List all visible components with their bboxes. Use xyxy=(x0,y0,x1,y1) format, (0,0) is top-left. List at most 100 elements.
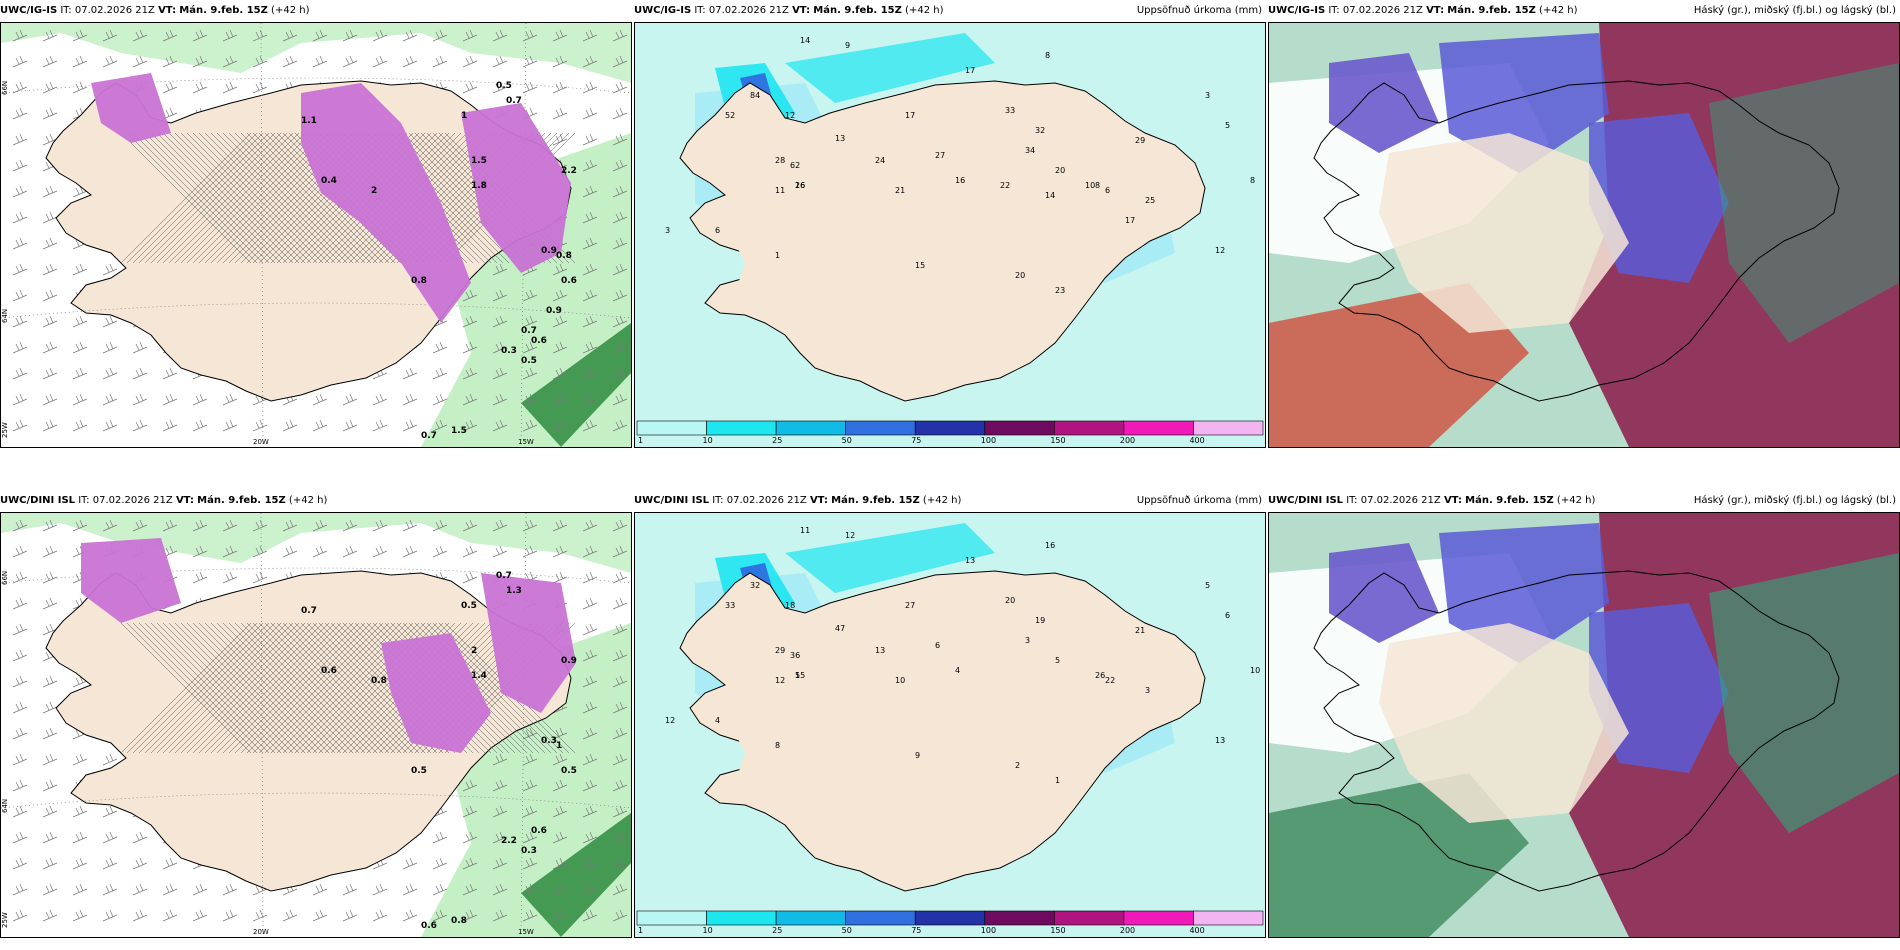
heavy-rain-area xyxy=(521,323,631,447)
panel-header: UWC/DINI ISL IT: 07.02.2026 21Z VT: Mán.… xyxy=(0,490,632,512)
value-label: 1 xyxy=(556,741,562,751)
value-label: 16 xyxy=(795,181,805,190)
value-label: 0.7 xyxy=(301,606,317,616)
value-label: 25 xyxy=(1145,196,1155,205)
lat-label-66n: 66N xyxy=(1,571,9,585)
it-label: IT: xyxy=(1328,5,1340,16)
vt-time: Mán. 9.feb. 15Z xyxy=(813,5,902,16)
value-label: 0.5 xyxy=(521,356,537,366)
value-label: 33 xyxy=(725,601,735,610)
value-label: 4 xyxy=(955,666,960,675)
land-interior xyxy=(725,133,1155,363)
value-label: 12 xyxy=(1215,246,1225,255)
value-label: 24 xyxy=(875,156,885,165)
value-label: 20 xyxy=(1055,166,1065,175)
value-label: 12 xyxy=(775,676,785,685)
vt-label: VT: xyxy=(175,495,194,506)
it-time: 07.02.2026 21Z xyxy=(1342,5,1423,16)
vt-time: Mán. 9.feb. 15Z xyxy=(197,495,286,506)
value-label: 17 xyxy=(905,111,915,120)
value-label: 47 xyxy=(835,624,845,633)
panel-right-title: Uppsöfnuð úrkoma (mm) xyxy=(1136,495,1262,506)
value-label: 1 xyxy=(775,251,780,260)
lead-time: (+42 h) xyxy=(922,495,962,506)
it-time: 07.02.2026 21Z xyxy=(726,495,807,506)
snow-area xyxy=(301,83,471,323)
value-label: 0.4 xyxy=(321,176,337,186)
value-label: 36 xyxy=(790,651,800,660)
value-label: 0.3 xyxy=(521,846,537,856)
value-label: 21 xyxy=(1135,626,1145,635)
value-label: 22 xyxy=(1105,676,1115,685)
value-label: 14 xyxy=(1045,191,1055,200)
colorbar-segment xyxy=(1193,420,1264,436)
vt-time: Mán. 9.feb. 15Z xyxy=(179,5,268,16)
colorbar-label: 200 xyxy=(1120,926,1135,935)
iceland-outline xyxy=(1313,570,1840,892)
panel-top-clouds: UWC/IG-IS IT: 07.02.2026 21Z VT: Mán. 9.… xyxy=(1268,0,1900,448)
value-label: 0.6 xyxy=(561,276,577,286)
value-label: 32 xyxy=(750,581,760,590)
value-label: 4 xyxy=(715,716,720,725)
value-label: 0.6 xyxy=(531,826,547,836)
it-label: IT: xyxy=(694,5,706,16)
value-label: 15 xyxy=(915,261,925,270)
value-label: 0.8 xyxy=(411,276,427,286)
colorbar-label: 200 xyxy=(1120,436,1135,445)
value-label: 0.7 xyxy=(421,431,437,441)
value-label: 8 xyxy=(1095,181,1100,190)
value-label: 1.4 xyxy=(471,671,487,681)
rain-area xyxy=(1,513,631,573)
hatch-area xyxy=(120,622,576,754)
colorbar-label: 1 xyxy=(638,436,643,445)
precip-band xyxy=(785,33,995,103)
colorbar-segment xyxy=(1123,910,1194,926)
panel-bottom-accum-precip: UWC/DINI ISL IT: 07.02.2026 21Z VT: Mán.… xyxy=(634,490,1266,938)
value-label: 3 xyxy=(1025,636,1030,645)
value-label: 12 xyxy=(665,716,675,725)
panel-header: UWC/IG-IS IT: 07.02.2026 21Z VT: Mán. 9.… xyxy=(1268,0,1900,22)
lead-time: (+42 h) xyxy=(1556,495,1596,506)
colorbar-segment xyxy=(636,910,707,926)
value-label: 26 xyxy=(795,181,805,190)
map-area: 1 10 25 50 75 100 150 200 400 11 12 13 16 18 27 19 5 6 33 3… xyxy=(634,512,1266,938)
value-label: 10 xyxy=(895,676,905,685)
colorbar-segment xyxy=(1123,420,1194,436)
value-label: 0.9 xyxy=(546,306,562,316)
vt-time: Mán. 9.feb. 15Z xyxy=(1447,5,1536,16)
panel-bottom-clouds: UWC/DINI ISL IT: 07.02.2026 21Z VT: Mán.… xyxy=(1268,490,1900,938)
value-label: 29 xyxy=(775,646,785,655)
lon-label-20w: 20W xyxy=(253,438,269,446)
value-label: 13 xyxy=(965,556,975,565)
value-label: 0.3 xyxy=(501,346,517,356)
value-label: 1.3 xyxy=(506,586,522,596)
snow-area xyxy=(381,633,491,753)
lon-label-25w: 25W xyxy=(1,422,9,438)
heavy-rain-area xyxy=(521,813,631,937)
value-label: 34 xyxy=(1025,146,1035,155)
value-label: 1.5 xyxy=(471,156,487,166)
value-label: 29 xyxy=(1135,136,1145,145)
value-label: 19 xyxy=(1035,616,1045,625)
map-area: 66N 64N 25W 20W 15W 0.5 0.7 1 1.5 1.8 2.2 0.7 1.5 0.9… xyxy=(0,22,632,448)
value-label: 11 xyxy=(775,186,785,195)
value-label: 1.5 xyxy=(451,426,467,436)
colorbar-segment xyxy=(706,420,777,436)
value-label: 10 xyxy=(1250,666,1260,675)
value-label: 0.5 xyxy=(411,766,427,776)
colorbar-label: 75 xyxy=(911,436,921,445)
value-label: 11 xyxy=(800,526,810,535)
mid-cloud-area xyxy=(1329,53,1439,153)
value-label: 2 xyxy=(1015,761,1020,770)
value-label: 13 xyxy=(875,646,885,655)
value-label: 0.8 xyxy=(371,676,387,686)
value-label: 2.2 xyxy=(501,836,517,846)
value-label: 0.8 xyxy=(451,916,467,926)
colorbar-label: 10 xyxy=(703,926,713,935)
colorbar-segment xyxy=(636,420,707,436)
value-label: 5 xyxy=(795,671,800,680)
colorbar-label: 1 xyxy=(638,926,643,935)
model-name: UWC/IG-IS xyxy=(0,5,58,16)
vt-label: VT: xyxy=(809,495,828,506)
vt-time: Mán. 9.feb. 15Z xyxy=(831,495,920,506)
